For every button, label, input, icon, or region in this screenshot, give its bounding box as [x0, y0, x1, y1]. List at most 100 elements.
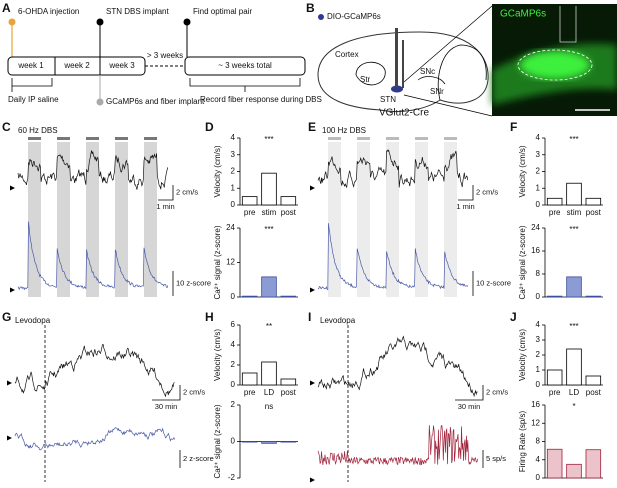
- panel-label: D: [205, 120, 214, 134]
- stn-outline: [517, 49, 593, 81]
- bar: [546, 369, 563, 386]
- bar: [241, 295, 258, 298]
- x-tick-label: pre: [244, 388, 256, 397]
- event-text: STN DBS implant: [106, 7, 169, 16]
- scale-bar: [158, 185, 174, 201]
- panel-label: C: [2, 120, 11, 134]
- trace: [317, 335, 478, 398]
- stim-bar: [328, 137, 341, 140]
- trace: [317, 425, 478, 466]
- significance: ***: [569, 135, 578, 144]
- y-tick-label: 2: [231, 400, 236, 409]
- baseline-marker: [310, 477, 315, 483]
- significance: **: [266, 322, 272, 331]
- fiber-track: [559, 6, 577, 43]
- probe: [395, 28, 398, 88]
- stim-window: [357, 142, 370, 297]
- y-axis-label: Velocity (cm/s): [213, 329, 222, 381]
- bar: [566, 348, 582, 386]
- y-axis-label: Ca²⁺ signal (z-score): [518, 225, 527, 299]
- x-tick-label: post: [586, 388, 602, 397]
- panel-label: J: [510, 310, 517, 324]
- stim-window: [444, 142, 457, 297]
- significance: ***: [264, 225, 273, 234]
- y-tick-label: 0: [231, 200, 236, 209]
- fluorescence: [520, 51, 590, 79]
- y-tick-label: 3: [536, 150, 541, 159]
- legend-text: DIO-GCaMP6s: [327, 12, 381, 21]
- baseline-marker: [310, 185, 315, 191]
- mouse-label: VGlut2-Cre: [379, 108, 429, 119]
- y-tick-label: 0: [231, 437, 236, 446]
- stim-window: [57, 142, 70, 297]
- bracket: [189, 78, 301, 92]
- brain-region: [355, 61, 386, 86]
- y-tick-label: 2: [536, 350, 541, 359]
- stim-bar: [415, 137, 428, 140]
- bar: [566, 182, 582, 206]
- stim-bar: [144, 137, 157, 140]
- region-label: STN: [380, 95, 396, 104]
- scale-bar: [152, 385, 181, 401]
- significance: *: [572, 402, 575, 411]
- y-tick-label: 0: [536, 292, 541, 301]
- y-axis-label: Velocity (cm/s): [518, 145, 527, 197]
- panel-label: I: [308, 310, 311, 324]
- y-tick-label: 12: [531, 418, 540, 427]
- trace-title: 60 Hz DBS: [18, 126, 58, 135]
- trace-title: Levodopa: [320, 316, 356, 325]
- y-axis-label: Ca²⁺ signal (z-score): [213, 404, 222, 478]
- y-tick-label: 4: [231, 133, 236, 142]
- y-tick-label: 8: [536, 437, 541, 446]
- y-axis-label: Firing Rate (sp/s): [518, 410, 527, 472]
- stim-window: [415, 142, 428, 297]
- significance: ***: [264, 135, 273, 144]
- region-label: SNc: [420, 67, 435, 76]
- bar: [585, 295, 602, 298]
- bracket: [11, 78, 53, 92]
- scale-label: 10 z-score: [476, 278, 511, 287]
- y-tick-label: 0: [231, 292, 236, 301]
- y-axis-label: Ca²⁺ signal (z-score): [213, 225, 222, 299]
- scale-label: 10 z-score: [176, 278, 211, 287]
- bar: [585, 375, 602, 386]
- scale-label: 2 cm/s: [176, 187, 198, 196]
- baseline-marker: [10, 185, 15, 191]
- scale-label: 2 cm/s: [183, 387, 205, 396]
- event-dot: [96, 98, 104, 106]
- baseline-marker: [310, 380, 315, 386]
- timeline-box: [184, 56, 306, 76]
- baseline-marker: [7, 380, 12, 386]
- stim-bar: [115, 137, 128, 140]
- stim-bar: [57, 137, 70, 140]
- bar: [546, 295, 563, 298]
- region-label: SNr: [430, 87, 444, 96]
- y-tick-label: 16: [531, 246, 540, 255]
- trace: [14, 344, 175, 397]
- x-tick-label: stim: [262, 208, 277, 217]
- y-tick-label: 0: [536, 380, 541, 389]
- y-tick-label: 1: [536, 183, 541, 192]
- bar: [280, 196, 297, 206]
- baseline-marker: [10, 287, 15, 293]
- x-tick-label: post: [586, 208, 602, 217]
- x-tick-label: pre: [549, 208, 561, 217]
- event-dot: [8, 18, 16, 26]
- x-tick-label: post: [281, 388, 297, 397]
- event-text: 6-OHDA injection: [18, 7, 79, 16]
- stim-window: [328, 142, 341, 297]
- y-tick-label: 0: [536, 200, 541, 209]
- bar: [585, 449, 602, 479]
- trace-title: 100 Hz DBS: [322, 126, 366, 135]
- stim-bar: [357, 137, 370, 140]
- bar: [280, 441, 297, 443]
- scale-label: 5 sp/s: [486, 454, 506, 463]
- x-tick-label: pre: [549, 388, 561, 397]
- y-tick-label: 24: [531, 223, 540, 232]
- bar: [546, 197, 563, 206]
- trace: [17, 150, 169, 190]
- bar: [585, 197, 602, 206]
- bar: [241, 372, 258, 386]
- scale-label: 1 min: [156, 202, 174, 211]
- panel-label: H: [205, 310, 214, 324]
